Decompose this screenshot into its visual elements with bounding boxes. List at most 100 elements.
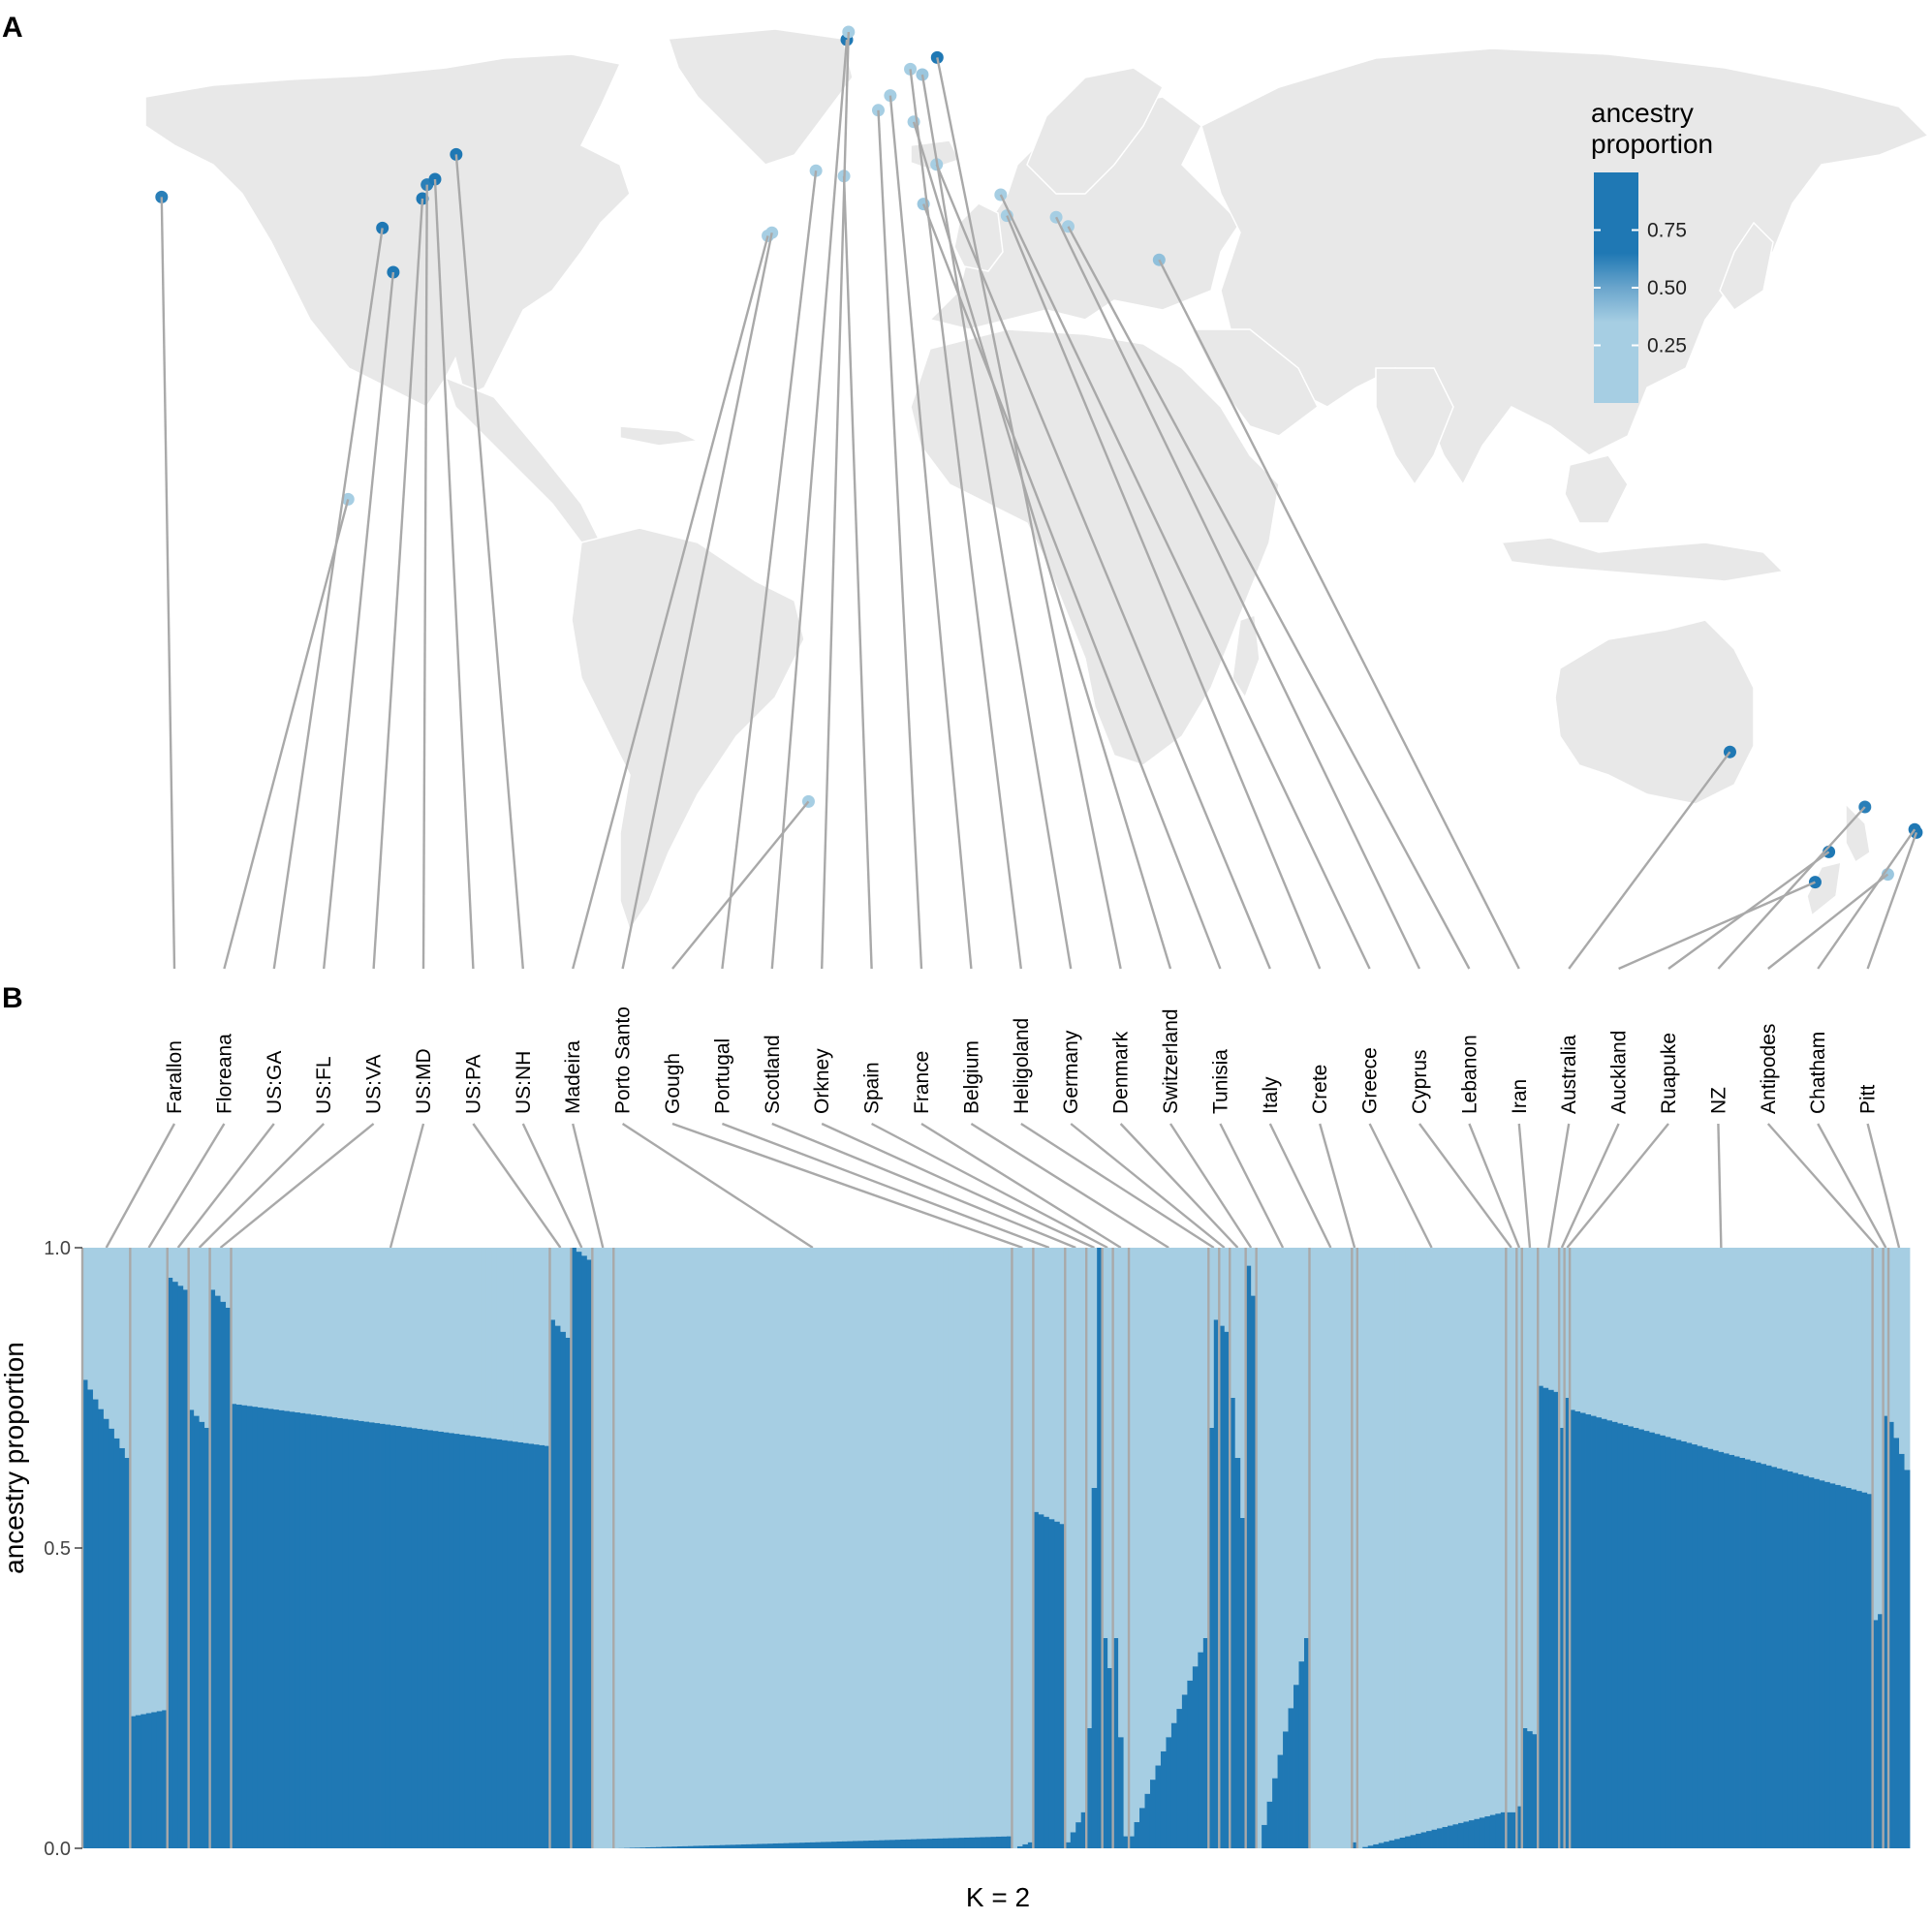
bar-segment-cluster2 — [1580, 1248, 1586, 1413]
bar-segment-cluster2 — [1054, 1248, 1061, 1522]
map-leader-greece — [999, 194, 1371, 970]
bar-segment-cluster1 — [151, 1712, 158, 1848]
bar-segment-cluster1 — [231, 1404, 237, 1848]
bar-segment-cluster1 — [1448, 1825, 1453, 1848]
bar-segment-cluster1 — [1649, 1432, 1656, 1848]
bar-segment-cluster1 — [1861, 1492, 1868, 1848]
bar-segment-cluster2 — [836, 1248, 843, 1842]
bar-segment-cluster1 — [263, 1408, 269, 1848]
bar-segment-cluster1 — [1606, 1420, 1613, 1848]
bar-segment-cluster2 — [926, 1248, 933, 1840]
bar-segment-cluster2 — [310, 1248, 317, 1415]
pop-label-crete: Crete — [1309, 1065, 1331, 1114]
pop-label-spain: Spain — [861, 1062, 884, 1114]
panel-b-admixture-barplot: B Farallon Floreana US:GA US:FL US:VA US:MD US… — [0, 982, 1911, 1912]
bar-segment-cluster2 — [1213, 1248, 1220, 1320]
bar-segment-cluster2 — [735, 1248, 742, 1845]
bar-segment-cluster1 — [215, 1295, 221, 1848]
bar-segment-cluster2 — [363, 1248, 370, 1422]
bar-segment-cluster2 — [369, 1248, 375, 1423]
bar-segment-cluster1 — [1538, 1385, 1544, 1848]
bar-segment-cluster2 — [1824, 1248, 1831, 1482]
land-caribbean — [619, 425, 701, 447]
bar-segment-cluster2 — [1016, 1248, 1023, 1846]
bar-leader-gough — [671, 1122, 1023, 1250]
bar-segment-cluster2 — [1893, 1248, 1900, 1439]
bar-segment-cluster2 — [1474, 1248, 1480, 1819]
bar-segment-cluster2 — [1245, 1248, 1252, 1266]
bar-segment-cluster1 — [1851, 1489, 1857, 1848]
bar-segment-cluster1 — [1654, 1434, 1661, 1848]
bar-segment-cluster2 — [1851, 1248, 1857, 1490]
bar-segment-cluster1 — [363, 1421, 370, 1848]
bar-segment-cluster2 — [1367, 1248, 1374, 1846]
bar-segment-cluster1 — [996, 1836, 1002, 1848]
bar-segment-cluster1 — [1856, 1491, 1863, 1848]
bar-segment-cluster2 — [113, 1248, 120, 1439]
pop-label-us-ga: US:GA — [264, 1051, 286, 1114]
bar-segment-cluster1 — [762, 1843, 768, 1848]
bar-segment-cluster1 — [369, 1422, 375, 1848]
bar-segment-cluster2 — [804, 1248, 811, 1843]
bar-segment-cluster1 — [1262, 1824, 1268, 1848]
bar-segment-cluster1 — [523, 1442, 529, 1848]
bar-segment-cluster2 — [1808, 1248, 1815, 1478]
bar-leader-greece — [1368, 1123, 1433, 1249]
bar-segment-cluster1 — [1824, 1481, 1831, 1848]
bar-segment-cluster1 — [868, 1840, 875, 1848]
bar-segment-cluster1 — [395, 1426, 402, 1848]
y-axis-title: ancestry proportion — [0, 1342, 29, 1574]
bar-segment-cluster2 — [916, 1248, 922, 1840]
map-leader-porto-santo — [621, 232, 773, 970]
bar-segment-cluster1 — [1192, 1666, 1199, 1848]
bar-segment-cluster2 — [714, 1248, 721, 1845]
bar-segment-cluster2 — [1713, 1248, 1720, 1451]
bar-segment-cluster1 — [980, 1837, 986, 1848]
bar-segment-cluster2 — [1542, 1248, 1549, 1388]
bar-segment-cluster2 — [719, 1248, 726, 1845]
bar-segment-cluster1 — [751, 1843, 758, 1848]
bar-segment-cluster1 — [815, 1842, 822, 1848]
bar-leader-nz — [1717, 1123, 1723, 1249]
bar-segment-cluster2 — [1776, 1248, 1783, 1469]
bar-segment-cluster2 — [1611, 1248, 1618, 1422]
bar-segment-cluster1 — [167, 1278, 173, 1848]
bar-segment-cluster2 — [645, 1248, 652, 1847]
bar-leader-pitt — [1866, 1123, 1901, 1249]
bar-segment-cluster1 — [1681, 1440, 1688, 1848]
bar-segment-cluster2 — [693, 1248, 700, 1846]
bar-segment-cluster2 — [597, 1248, 604, 1848]
bar-segment-cluster1 — [1091, 1488, 1098, 1848]
bar-segment-cluster1 — [693, 1845, 700, 1848]
bar-segment-cluster2 — [1756, 1248, 1761, 1463]
bar-segment-cluster2 — [1840, 1248, 1847, 1487]
bar-segment-cluster1 — [772, 1843, 779, 1848]
legend-title-line2: proportion — [1591, 129, 1713, 159]
bar-segment-cluster1 — [130, 1716, 137, 1848]
bar-segment-cluster1 — [943, 1838, 950, 1848]
bar-segment-cluster2 — [1628, 1248, 1635, 1427]
bar-segment-cluster2 — [1224, 1248, 1231, 1332]
bar-segment-cluster2 — [948, 1248, 954, 1839]
bar-segment-cluster1 — [140, 1714, 147, 1848]
bar-segment-cluster1 — [1867, 1494, 1874, 1848]
bar-leader-denmark — [1119, 1123, 1239, 1249]
bar-segment-cluster2 — [740, 1248, 747, 1844]
bar-segment-cluster1 — [1426, 1831, 1432, 1848]
bar-segment-cluster2 — [103, 1248, 109, 1419]
bar-segment-cluster2 — [235, 1248, 242, 1405]
bar-leader-ruapuke — [1566, 1123, 1669, 1249]
bar-segment-cluster2 — [156, 1248, 163, 1712]
bar-segment-cluster1 — [1893, 1438, 1900, 1848]
bar-segment-cluster1 — [1298, 1661, 1305, 1848]
bar-segment-cluster2 — [1181, 1248, 1188, 1695]
bar-segment-cluster1 — [145, 1713, 152, 1848]
bar-segment-cluster1 — [639, 1847, 646, 1848]
bar-leader-porto-santo — [621, 1122, 814, 1250]
bar-segment-cluster2 — [1617, 1248, 1624, 1424]
bar-segment-cluster1 — [1410, 1835, 1417, 1848]
bar-leader-us-ga — [176, 1123, 275, 1249]
bar-segment-cluster2 — [411, 1248, 418, 1429]
bar-segment-cluster1 — [1224, 1331, 1231, 1848]
map-leader-us-fl — [323, 271, 395, 970]
